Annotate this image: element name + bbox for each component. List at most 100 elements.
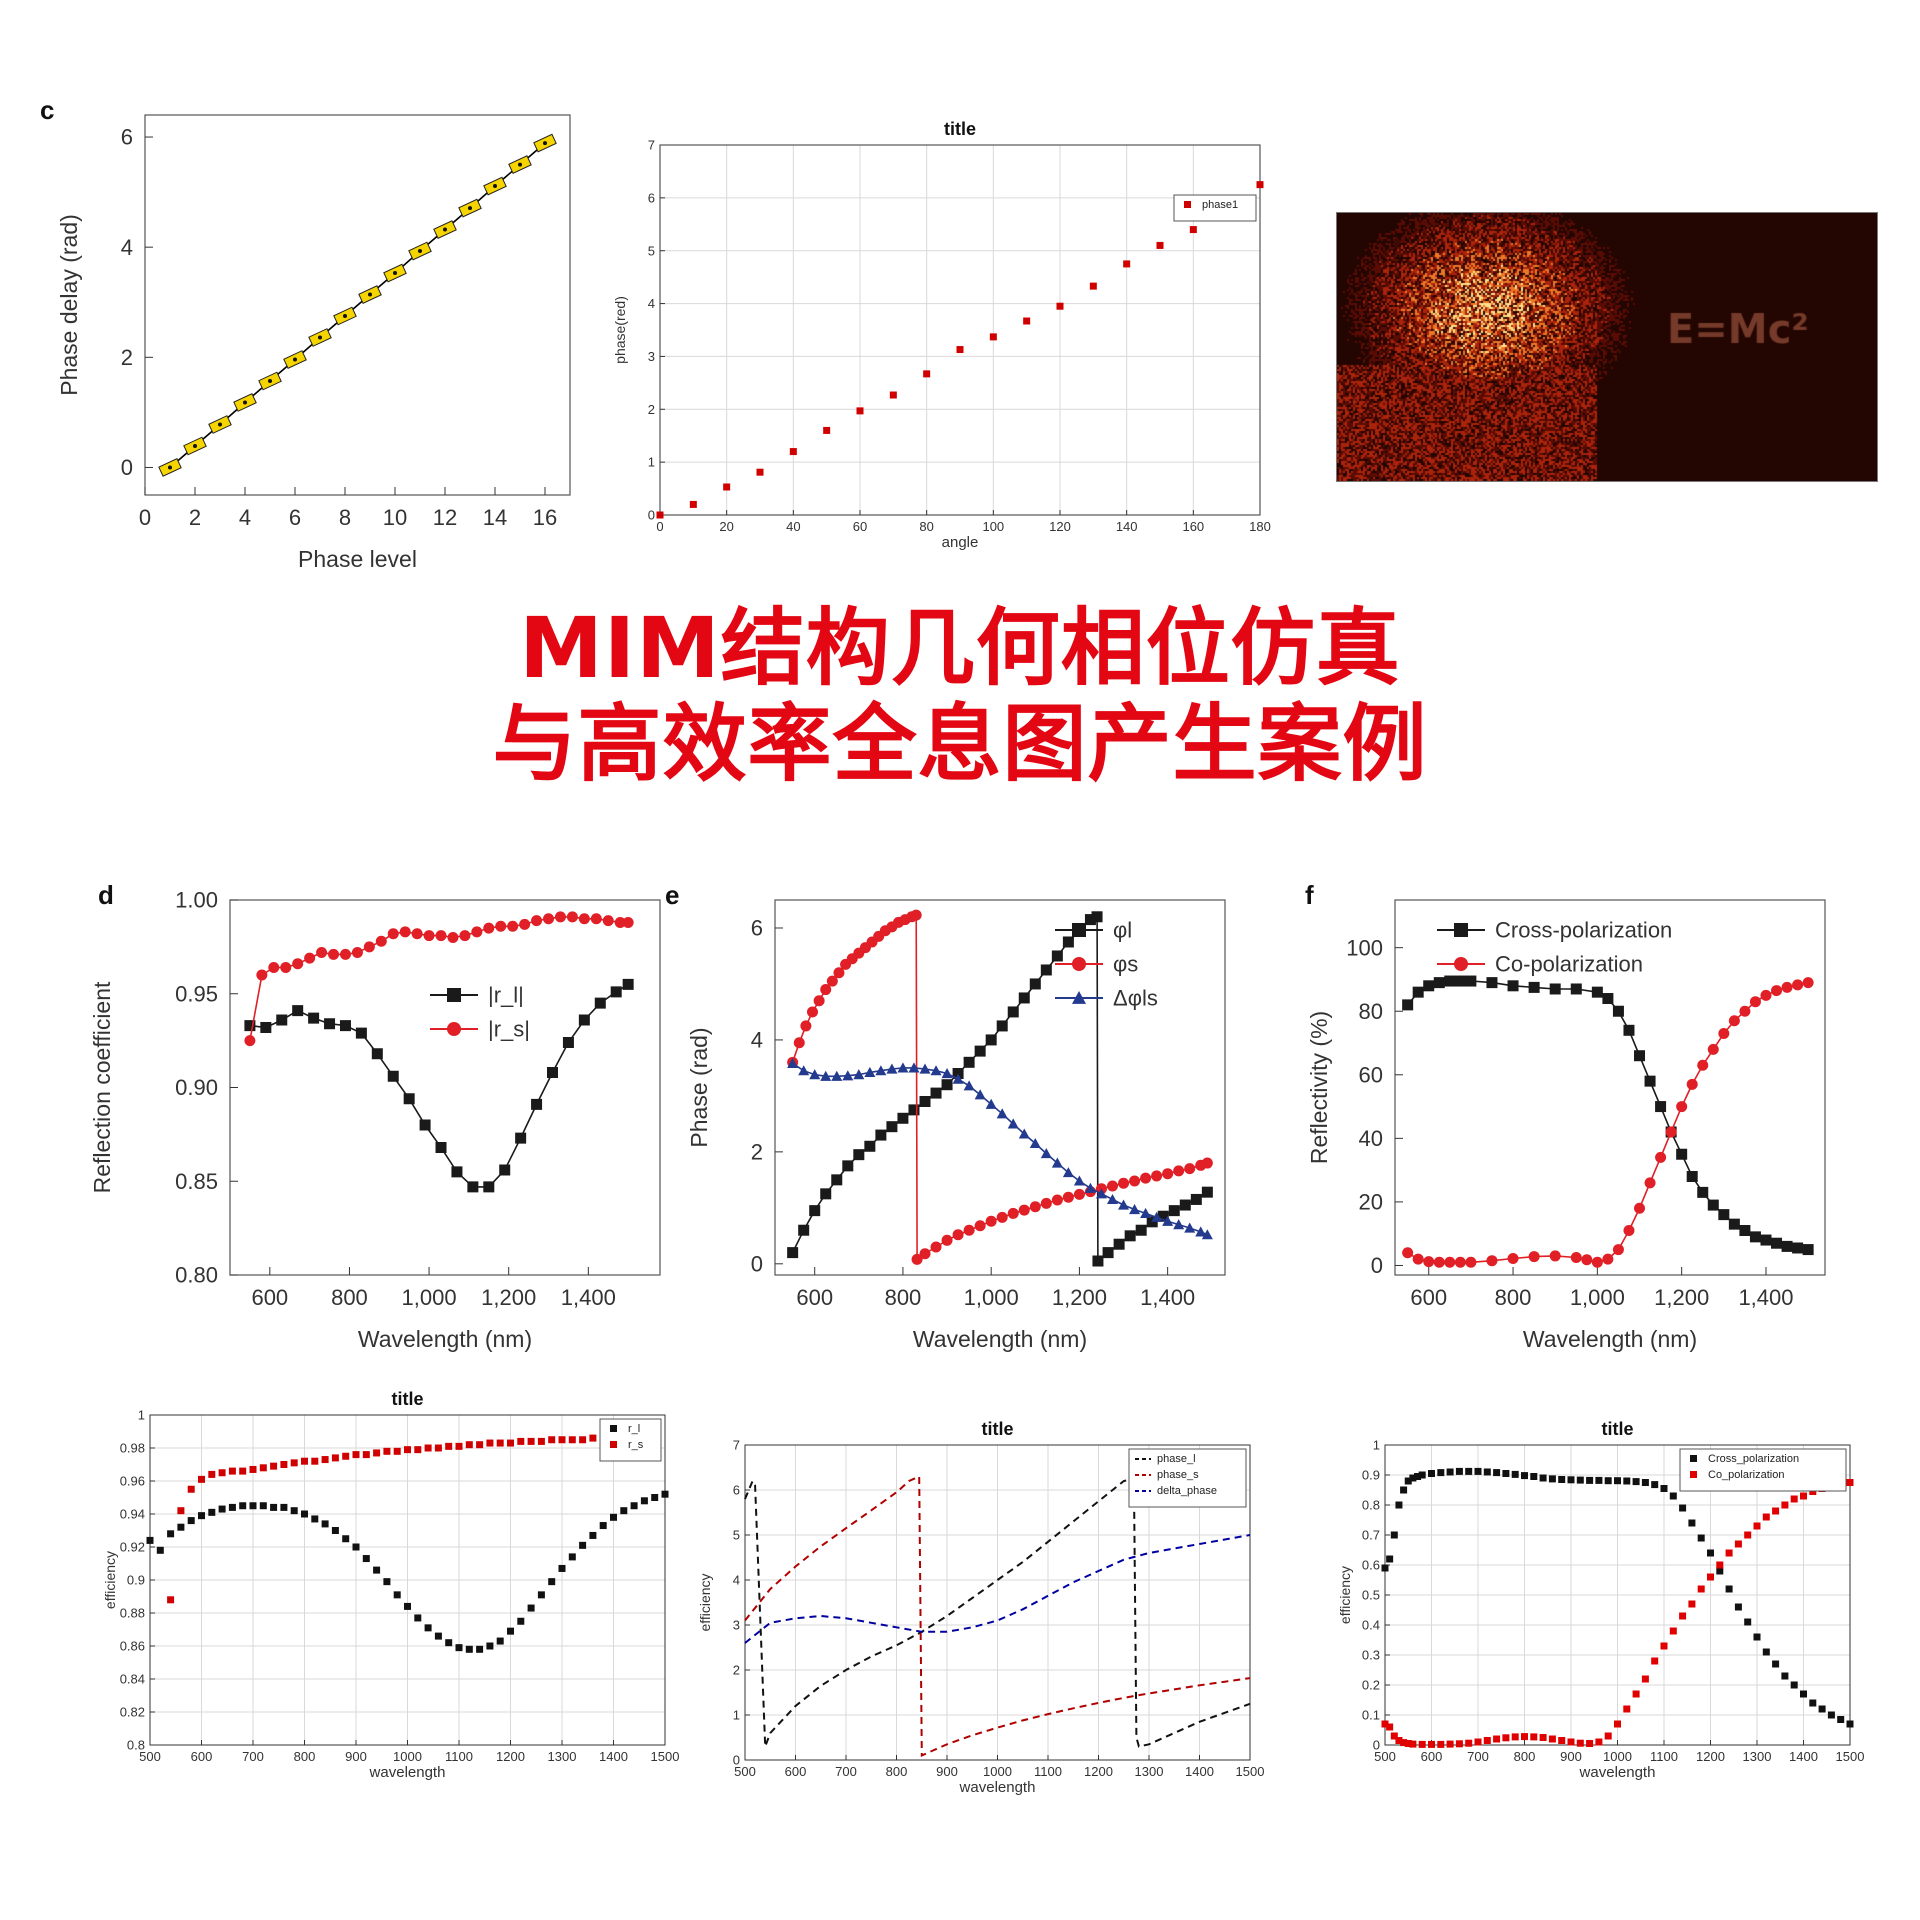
data-point [1734,1540,1742,1548]
legend-marker [1454,923,1468,937]
data-point [1124,1230,1136,1242]
data-point [1762,1648,1770,1656]
data-point-center [243,400,247,405]
data-point [1437,1740,1445,1748]
data-point [864,1066,876,1077]
data-point [1502,1734,1510,1742]
data-point [228,1503,236,1511]
data-point [1454,1256,1466,1268]
chart-e: 600 800 1,000 1,200 1,400 0 2 4 6 Wavelength (nm)… [665,880,1226,1352]
data-point [807,1006,818,1018]
data-point [1428,1740,1435,1748]
chart-sim-phase: 0 20 40 60 80 100 120 140 160 180 0 1 2 3 4 5 6 7 angle pha… [612,119,1271,551]
data-point [1614,1477,1621,1485]
data-point [543,913,555,925]
data-point [1644,1177,1656,1189]
data-point [1007,1006,1019,1018]
data-point [517,1437,525,1445]
series-2 [787,1057,1213,1240]
data-point [531,1098,543,1110]
x-tick-label: 1500 [1236,1764,1265,1779]
legend-box [1173,194,1257,222]
data-point [578,913,590,925]
data-point [1697,1059,1709,1071]
data-point [403,1093,415,1105]
data-point [244,1020,256,1032]
data-point [1809,1699,1817,1707]
data-point [451,1166,463,1178]
y-tick-label: 4 [648,296,655,311]
series-1 [167,1434,659,1604]
x-tick-label: 1300 [1743,1749,1772,1764]
data-point [311,1515,319,1523]
data-point [1660,1642,1668,1650]
data-point [1084,1182,1096,1193]
data-point [1179,1199,1191,1211]
data-point [589,1531,597,1539]
data-point [579,1436,587,1444]
data-point [290,1507,298,1515]
y-tick-label: 6 [733,1483,740,1498]
data-point [362,1451,370,1459]
data-point [476,1645,484,1653]
data-point [963,1080,975,1091]
data-point [820,984,832,996]
y-tick-label: 6 [751,916,763,941]
data-point [1739,1225,1751,1237]
y-tick-label: 2 [733,1663,740,1678]
data-point [1486,977,1498,989]
data-point [1634,1202,1646,1214]
data-point [339,1020,351,1032]
data-point [1623,1225,1635,1237]
x-tick-label: 600 [1410,1285,1447,1310]
data-point [1595,1476,1603,1484]
data-point [1604,1732,1612,1740]
data-point [1744,1531,1752,1539]
data-point [1040,1148,1052,1159]
data-point [789,448,797,456]
data-point [1056,302,1064,310]
y-tick-label: 0.4 [1362,1618,1380,1633]
data-point [1676,1148,1688,1160]
data-point [244,1035,256,1047]
chart-title: title [944,119,976,139]
series-0 [1402,975,1814,1256]
series-line [169,142,546,469]
y-tick-label: 7 [648,138,655,153]
data-point [594,997,606,1009]
data-point [1634,1050,1646,1062]
data-point [1521,1472,1528,1480]
legend-label: r_s [628,1439,644,1451]
data-point [1707,1549,1714,1557]
data-point [547,1067,558,1078]
data-point [1446,1468,1454,1476]
y-tick-label: 0.84 [120,1672,145,1687]
data-point [1444,1256,1456,1268]
data-point [1644,1075,1656,1087]
x-tick-label: 800 [331,1285,368,1310]
data-point [342,1535,350,1543]
data-point [952,1229,964,1241]
y-tick-label: 40 [1359,1126,1383,1151]
x-tick-label: 1,400 [561,1285,616,1310]
data-point [1195,1226,1207,1237]
data-point [1404,1477,1412,1485]
data-point [558,1564,566,1572]
data-point [1586,1740,1594,1747]
x-tick-label: 1400 [1789,1749,1818,1764]
data-point [1716,1567,1724,1575]
plot-frame [229,899,661,1276]
data-point [476,1441,484,1449]
data-point [419,1119,431,1131]
x-tick-label: 1,200 [481,1285,536,1310]
y-tick-label: 1.00 [175,888,218,913]
data-point [483,1181,495,1193]
data-point [1792,1242,1804,1254]
data-point [820,1188,832,1200]
data-point [656,511,664,519]
data-point [507,920,519,932]
y-tick-label: 0.9 [127,1573,145,1588]
data-point [578,1014,590,1026]
panel-label: c [40,95,54,125]
data-point [831,1174,843,1186]
